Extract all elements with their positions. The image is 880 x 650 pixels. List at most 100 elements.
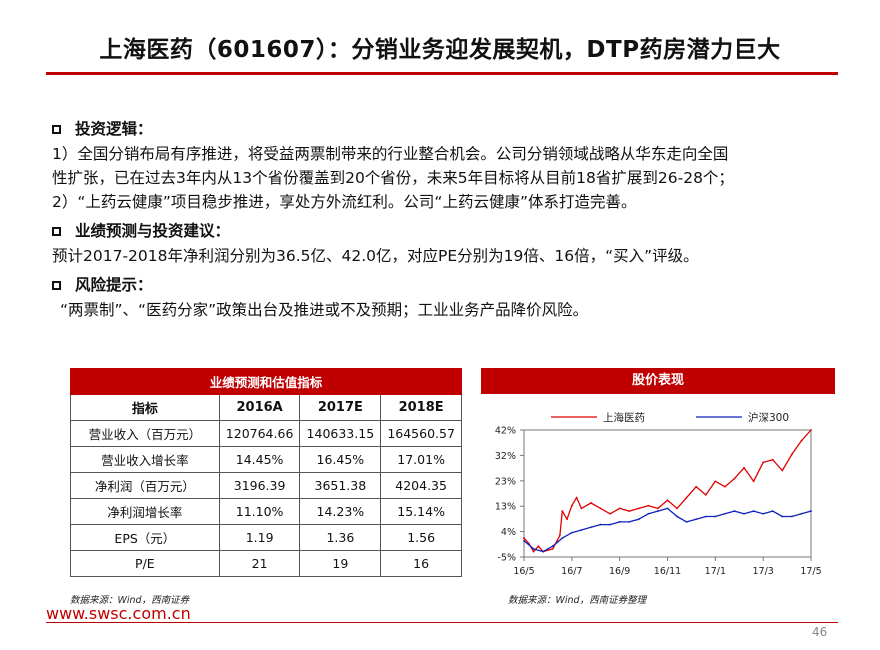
series-point-0 [537, 545, 540, 548]
series-point-0 [637, 507, 640, 510]
chart-title: 股价表现 [481, 368, 835, 394]
forecast-table-wrap: 业绩预测和估值指标 指标 2016A 2017E 2018E 营业收入（百万元）… [70, 368, 462, 577]
series-point-1 [542, 550, 545, 553]
series-point-0 [618, 507, 621, 510]
series-point-1 [532, 547, 535, 550]
series-point-0 [762, 461, 765, 464]
footer-divider [46, 622, 838, 623]
table-cell: 14.23% [299, 498, 382, 525]
series-point-0 [647, 504, 650, 507]
table-cell: 1.19 [218, 524, 301, 551]
bullet-sections: 投资逻辑： 1）全国分销布局有序推进，将受益两票制带来的行业整合机会。公司分销领… [52, 116, 842, 322]
series-point-1 [800, 512, 803, 515]
price-chart: 42% 32% 23% 13% 4% -5% 16/5 16/7 16/9 16/11 17/1 17… [495, 411, 822, 577]
series-point-1 [580, 529, 583, 531]
text-line: “两票制”、“医药分家”政策出台及推进或不及预期；工业业务产品降价风险。 [60, 301, 589, 319]
table-cell: EPS（元） [70, 524, 220, 551]
table-cell: 16 [380, 550, 462, 577]
legend-label-0: 上海医药 [603, 411, 645, 424]
table-cell: 14.45% [218, 446, 301, 473]
series-point-0 [781, 469, 784, 472]
y-tick-label: 32% [495, 451, 516, 462]
x-tick-label: 17/3 [752, 566, 773, 577]
table-row: 营业收入增长率 14.45% 16.45% 17.01% [70, 446, 462, 473]
table-cell: 120764.66 [218, 420, 301, 447]
series-point-0 [558, 534, 561, 537]
table-cell: 3196.39 [218, 472, 301, 499]
series-line-1 [523, 507, 812, 553]
series-point-1 [590, 526, 592, 529]
table-cell: 19 [299, 550, 382, 577]
checkbox-square-icon [52, 226, 61, 236]
series-point-1 [781, 515, 784, 518]
series-point-1 [676, 515, 678, 518]
forecast-table: 业绩预测和估值指标 指标 2016A 2017E 2018E 营业收入（百万元）… [70, 368, 462, 577]
series-line-0 [523, 429, 812, 553]
table-row: P/E 21 19 16 [70, 550, 462, 577]
table-row: 营业收入（百万元） 120764.66 140633.15 164560.57 [70, 420, 462, 447]
table-header-cell: 2016A [218, 394, 301, 421]
table-cell: 净利润增长率 [70, 498, 220, 525]
x-tick-label: 16/11 [654, 566, 681, 577]
y-tick-label: -5% [498, 553, 517, 564]
y-tick-label: 42% [495, 426, 516, 437]
table-cell: P/E [70, 550, 220, 577]
series-point-1 [724, 512, 726, 515]
series-point-0 [695, 485, 698, 488]
series-point-0 [575, 496, 578, 499]
series-point-1 [561, 537, 564, 539]
section-heading: 风险提示： [75, 276, 153, 294]
checkbox-square-icon [52, 280, 61, 290]
series-point-1 [657, 510, 659, 512]
table-row: 净利润（百万元） 3196.39 3651.38 4204.35 [70, 472, 462, 499]
x-tick-label: 16/9 [609, 566, 630, 577]
title-divider [46, 72, 838, 75]
series-point-1 [810, 510, 812, 512]
series-point-0 [628, 510, 631, 512]
text-line: 2）“上药云健康”项目稳步推进，享处方外流红利。公司“上药云健康”体系打造完善。 [52, 193, 637, 211]
table-header-cell: 2018E [380, 394, 462, 421]
table-cell: 1.56 [380, 524, 462, 551]
table-cell: 16.45% [299, 446, 382, 473]
section-head-risk: 风险提示： [52, 272, 842, 298]
series-point-1 [685, 520, 688, 523]
series-point-1 [599, 523, 602, 526]
text-line: 1）全国分销布局有序推进，将受益两票制带来的行业整合机会。公司分销领域战略从华东… [52, 145, 729, 163]
table-cell: 净利润（百万元） [70, 472, 220, 499]
series-point-0 [810, 429, 812, 431]
series-point-0 [800, 439, 803, 442]
series-point-0 [609, 512, 611, 515]
series-point-1 [790, 515, 793, 518]
section-heading: 业绩预测与投资建议： [75, 222, 231, 240]
series-point-1 [609, 523, 611, 526]
series-point-1 [551, 545, 554, 548]
table-cell: 21 [218, 550, 301, 577]
series-point-0 [724, 485, 726, 488]
series-point-0 [551, 547, 554, 550]
series-point-1 [762, 512, 765, 515]
series-point-1 [743, 512, 745, 515]
x-tick-label: 17/1 [705, 566, 726, 577]
x-tick-label: 17/5 [800, 566, 821, 577]
series-point-0 [566, 518, 568, 521]
table-cell: 营业收入增长率 [70, 446, 220, 473]
series-point-0 [714, 480, 717, 483]
section-heading: 投资逻辑： [75, 120, 153, 138]
table-row: EPS（元） 1.19 1.36 1.56 [70, 524, 462, 551]
series-point-0 [561, 510, 564, 512]
series-point-0 [733, 477, 736, 480]
series-point-0 [676, 507, 678, 510]
text-line: 预计2017-2018年净利润分别为36.5亿、42.0亿，对应PE分别为19倍… [52, 247, 699, 265]
footer-url: www.swsc.com.cn [46, 604, 191, 623]
series-point-1 [637, 518, 640, 521]
series-point-1 [666, 507, 669, 510]
series-point-1 [570, 531, 573, 534]
series-point-0 [666, 499, 669, 502]
series-point-0 [590, 502, 592, 504]
table-cell: 140633.15 [299, 420, 382, 447]
table-cell: 11.10% [218, 498, 301, 525]
series-point-1 [752, 510, 755, 512]
series-point-0 [599, 507, 602, 510]
series-point-1 [647, 512, 650, 515]
section-head-investment-logic: 投资逻辑： [52, 116, 842, 142]
